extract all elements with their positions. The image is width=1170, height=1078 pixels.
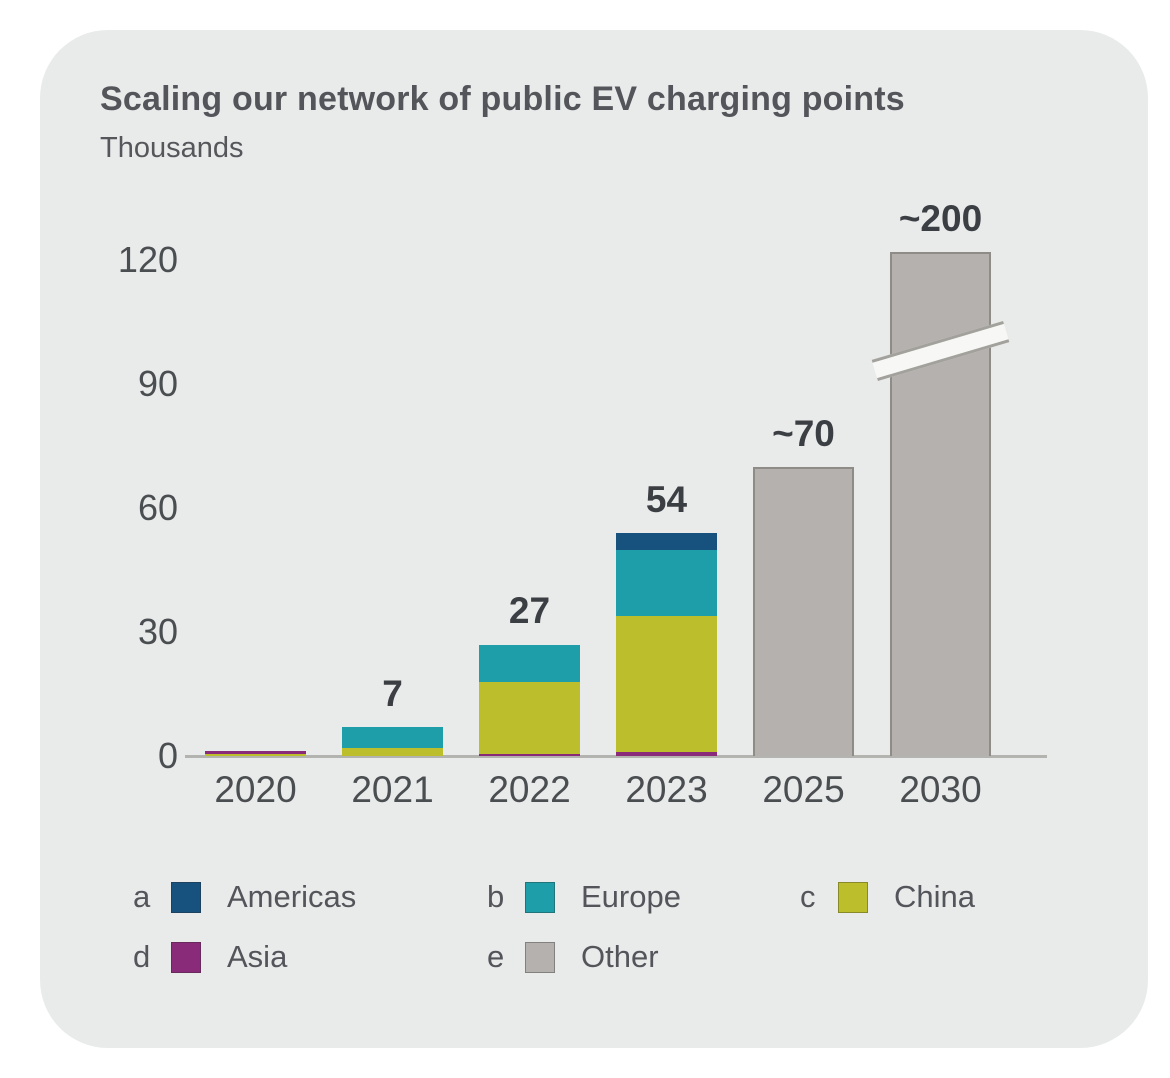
bar-chart-plot-area: 0 30 60 90 120 2020 7 2021 27 2022 54 2023 ~70 2025 ~2… <box>40 30 1148 1048</box>
y-tick-label: 0 <box>157 735 178 776</box>
x-axis-line <box>185 755 1047 758</box>
legend-swatch-other <box>525 941 555 973</box>
chart-title: Scaling our network of public EV chargin… <box>100 80 905 118</box>
x-tick-label: 2030 <box>899 769 982 810</box>
legend-letter: e <box>487 939 505 974</box>
y-tick-label: 30 <box>137 611 178 653</box>
chart-unit-label: Thousands <box>100 132 244 164</box>
legend-swatch-europe <box>525 881 555 913</box>
x-tick-label: 2020 <box>214 769 297 810</box>
legend-entry-china: c China <box>800 879 975 915</box>
bar-2030 <box>890 252 991 756</box>
legend-label: Asia <box>227 939 288 974</box>
bar-2020 <box>205 751 306 756</box>
legend-label: Other <box>581 939 659 974</box>
bar-segment-china <box>616 615 717 752</box>
legend-entry-asia: d Asia <box>133 939 287 975</box>
bar-segment-europe <box>342 727 443 748</box>
bar-2025 <box>753 466 854 756</box>
bar-2022 <box>479 644 580 756</box>
bar-value-label: ~70 <box>772 412 835 454</box>
bar-segment-americas <box>616 532 717 550</box>
bar-segment-europe <box>616 549 717 616</box>
legend-swatch-americas <box>171 881 201 913</box>
bar-segment-other <box>753 466 854 756</box>
legend-entry-other: e Other <box>487 939 659 975</box>
bar-2023 <box>616 532 717 756</box>
bar-segment-asia <box>616 751 717 756</box>
legend-letter: c <box>800 879 816 914</box>
legend-label: Europe <box>581 879 681 914</box>
x-tick-label: 2025 <box>762 769 845 810</box>
chart-card: Scaling our network of public EV chargin… <box>40 30 1148 1048</box>
bar-value-label: ~200 <box>898 198 983 240</box>
y-tick-label: 90 <box>137 363 178 405</box>
bar-segment-asia <box>205 751 306 754</box>
bar-segment-other <box>890 252 991 756</box>
x-tick-label: 2021 <box>351 769 434 810</box>
bar-2021 <box>342 727 443 756</box>
legend-label: Americas <box>227 879 357 914</box>
legend-letter: d <box>133 939 151 974</box>
bar-segment-china <box>205 753 306 756</box>
bar-value-label: 7 <box>382 673 403 715</box>
legend-letter: b <box>487 879 505 914</box>
legend-swatch-asia <box>171 941 201 973</box>
legend-letter: a <box>133 879 151 914</box>
legend-label: China <box>894 879 975 914</box>
x-tick-label: 2023 <box>625 769 708 810</box>
x-tick-label: 2022 <box>488 769 571 810</box>
bar-value-label: 54 <box>645 478 688 520</box>
legend-swatch-china <box>838 881 868 913</box>
bar-segment-europe <box>479 644 580 682</box>
legend-entry-americas: a Americas <box>133 879 356 915</box>
bar-segment-china <box>342 747 443 756</box>
bar-value-label: 27 <box>508 590 551 632</box>
bar-segment-asia <box>479 753 580 756</box>
legend-entry-europe: b Europe <box>487 879 681 915</box>
bar-segment-china <box>479 681 580 754</box>
y-tick-label: 120 <box>117 239 178 281</box>
y-tick-label: 60 <box>137 487 178 529</box>
